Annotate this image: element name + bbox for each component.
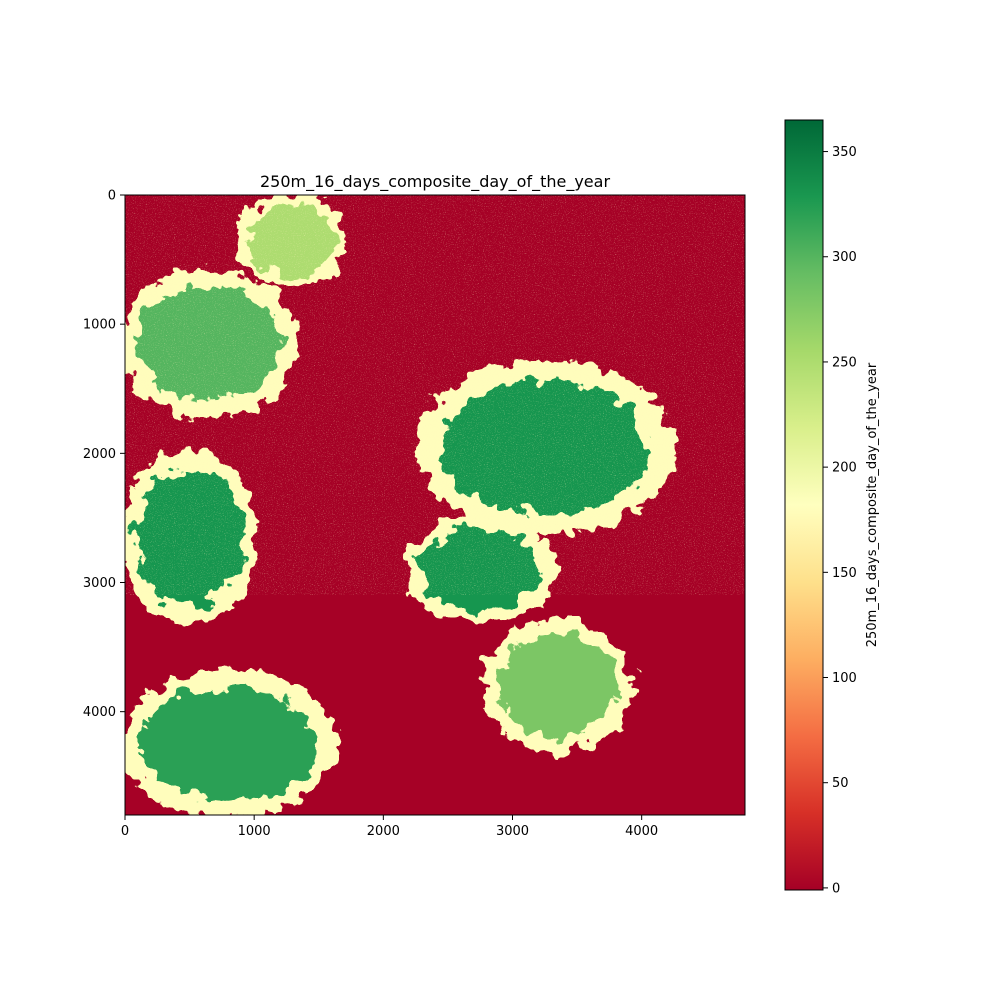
y-tick-label: 3000	[83, 576, 116, 591]
y-axis: 0 1000 2000 3000 4000	[83, 189, 125, 720]
x-tick-label: 2000	[367, 824, 400, 839]
colorbar-tick-label: 250	[832, 355, 857, 370]
heatmap-region	[140, 687, 317, 801]
x-axis: 0 1000 2000 3000 4000	[121, 815, 658, 839]
colorbar-tick-label: 0	[832, 881, 840, 896]
colorbar-gradient	[784, 119, 824, 891]
heatmap-region	[497, 634, 619, 738]
x-tick-label: 0	[121, 824, 129, 839]
y-tick-label: 2000	[83, 447, 116, 462]
colorbar-label: 250m_16_days_composite_day_of_the_year	[865, 362, 880, 647]
colorbar-tick-label: 200	[832, 461, 857, 476]
colorbar-tick-label: 150	[832, 566, 857, 581]
heatmap-speckle-overlay	[125, 195, 745, 595]
colorbar: 0 50 100 150 200 250 300 350 250m_16_days_compo…	[784, 119, 880, 896]
x-tick-label: 1000	[238, 824, 271, 839]
colorbar-tick-label: 100	[832, 671, 857, 686]
y-tick-label: 0	[108, 189, 116, 204]
x-tick-label: 4000	[625, 824, 658, 839]
colorbar-ticks: 0 50 100 150 200 250 300 350	[823, 145, 857, 896]
colorbar-tick-label: 50	[832, 776, 849, 791]
heatmap-plot-area	[125, 195, 745, 815]
x-tick-label: 3000	[496, 824, 529, 839]
colorbar-tick-label: 350	[832, 145, 857, 160]
plot-frame	[124, 194, 746, 816]
colorbar-tick-label: 300	[832, 250, 857, 265]
chart-title: 250m_16_days_composite_day_of_the_year	[260, 172, 610, 192]
y-tick-label: 1000	[83, 318, 116, 333]
y-tick-label: 4000	[83, 705, 116, 720]
